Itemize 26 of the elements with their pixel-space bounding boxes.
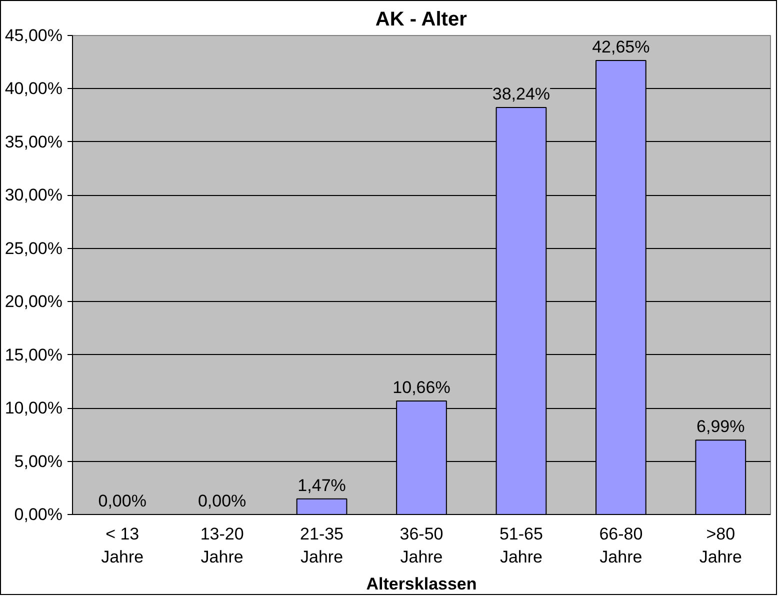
data-label: 0,00%: [98, 492, 146, 510]
x-tick-label: 66-80 Jahre: [599, 524, 643, 566]
chart-title: AK - Alter: [375, 8, 468, 30]
data-label: 0,00%: [198, 492, 246, 510]
y-tick-label: 40,00%: [4, 79, 63, 98]
data-label: 1,47%: [298, 476, 346, 495]
x-tick-label: 51-65 Jahre: [499, 524, 543, 566]
y-tick-label: 25,00%: [4, 238, 63, 258]
data-label: 38,24%: [492, 84, 550, 104]
data-label: 10,66%: [392, 378, 450, 398]
y-tick-label: 5,00%: [14, 452, 62, 471]
data-label: 6,99%: [696, 417, 745, 436]
x-tick-label: 13-20 Jahre: [200, 524, 244, 566]
y-tick-label: 30,00%: [4, 186, 63, 205]
x-tick-label: 36-50 Jahre: [400, 524, 444, 566]
x-axis-title: Altersklassen: [366, 574, 477, 594]
y-tick-label: 0,00%: [14, 505, 62, 524]
data-label: 42,65%: [592, 38, 650, 57]
x-tick-label: >80 Jahre: [699, 524, 742, 566]
y-tick-label: 35,00%: [4, 132, 63, 152]
y-tick-label: 10,00%: [4, 398, 63, 418]
x-tick-label: 21-35 Jahre: [300, 524, 344, 566]
y-tick-label: 45,00%: [4, 26, 63, 45]
x-tick-label: < 13 Jahre: [101, 524, 144, 566]
y-tick-label: 15,00%: [4, 345, 63, 364]
y-tick-label: 20,00%: [4, 292, 63, 312]
